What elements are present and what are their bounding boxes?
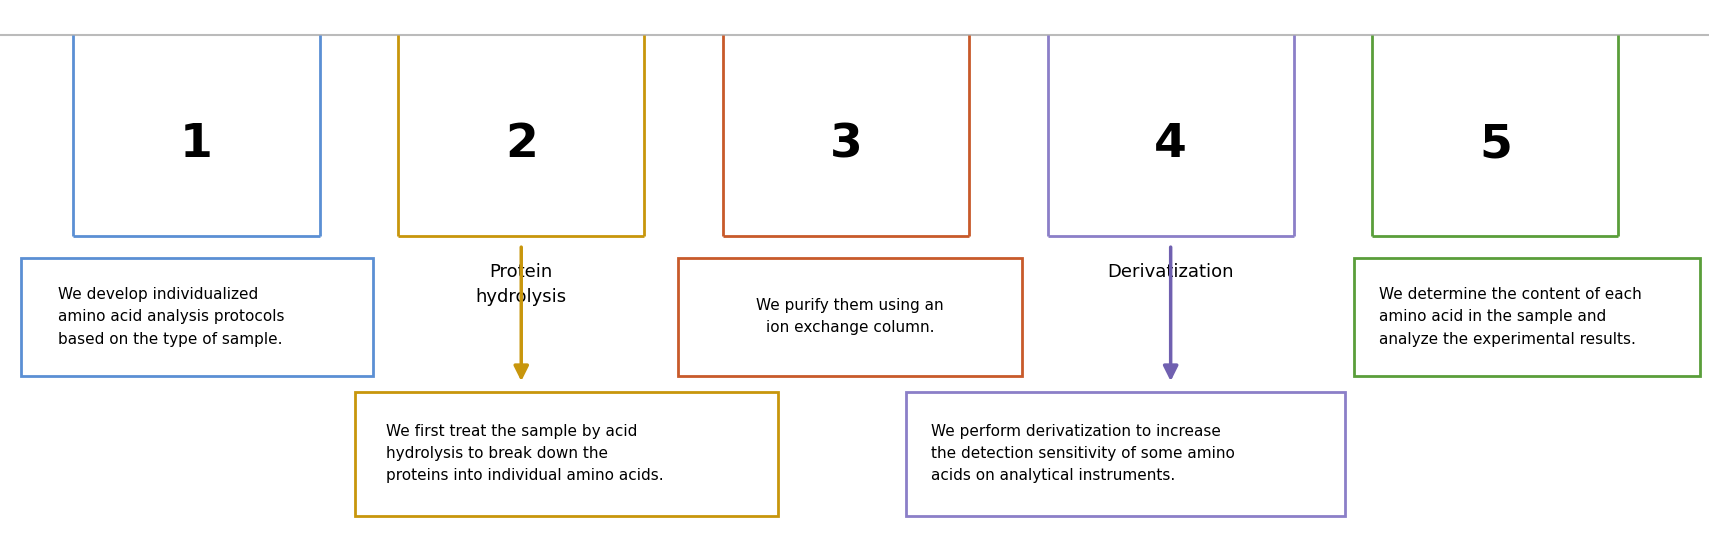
Text: We perform derivatization to increase
the detection sensitivity of some amino
ac: We perform derivatization to increase th…: [931, 424, 1236, 483]
Bar: [906, 392, 1345, 516]
Text: 2: 2: [504, 122, 538, 168]
Text: We develop individualized
amino acid analysis protocols
based on the type of sam: We develop individualized amino acid ana…: [58, 287, 285, 346]
Text: We purify them using an
ion exchange column.: We purify them using an ion exchange col…: [757, 298, 943, 336]
Text: 1: 1: [179, 122, 214, 168]
Text: 3: 3: [829, 122, 863, 168]
Text: Development of
the program: Development of the program: [125, 263, 268, 306]
Text: We first treat the sample by acid
hydrolysis to break down the
proteins into ind: We first treat the sample by acid hydrol…: [386, 424, 663, 483]
Bar: [355, 392, 778, 516]
Text: We determine the content of each
amino acid in the sample and
analyze the experi: We determine the content of each amino a…: [1379, 287, 1642, 346]
Text: Separation and
quantification: Separation and quantification: [1427, 263, 1564, 306]
Text: 5: 5: [1478, 122, 1512, 168]
Text: Removal of
impurities: Removal of impurities: [795, 263, 897, 306]
Bar: [21, 258, 373, 376]
Bar: [1354, 258, 1700, 376]
Text: Protein
hydrolysis: Protein hydrolysis: [475, 263, 567, 306]
Text: Derivatization: Derivatization: [1107, 263, 1234, 281]
Bar: [678, 258, 1022, 376]
Text: 4: 4: [1154, 122, 1188, 168]
